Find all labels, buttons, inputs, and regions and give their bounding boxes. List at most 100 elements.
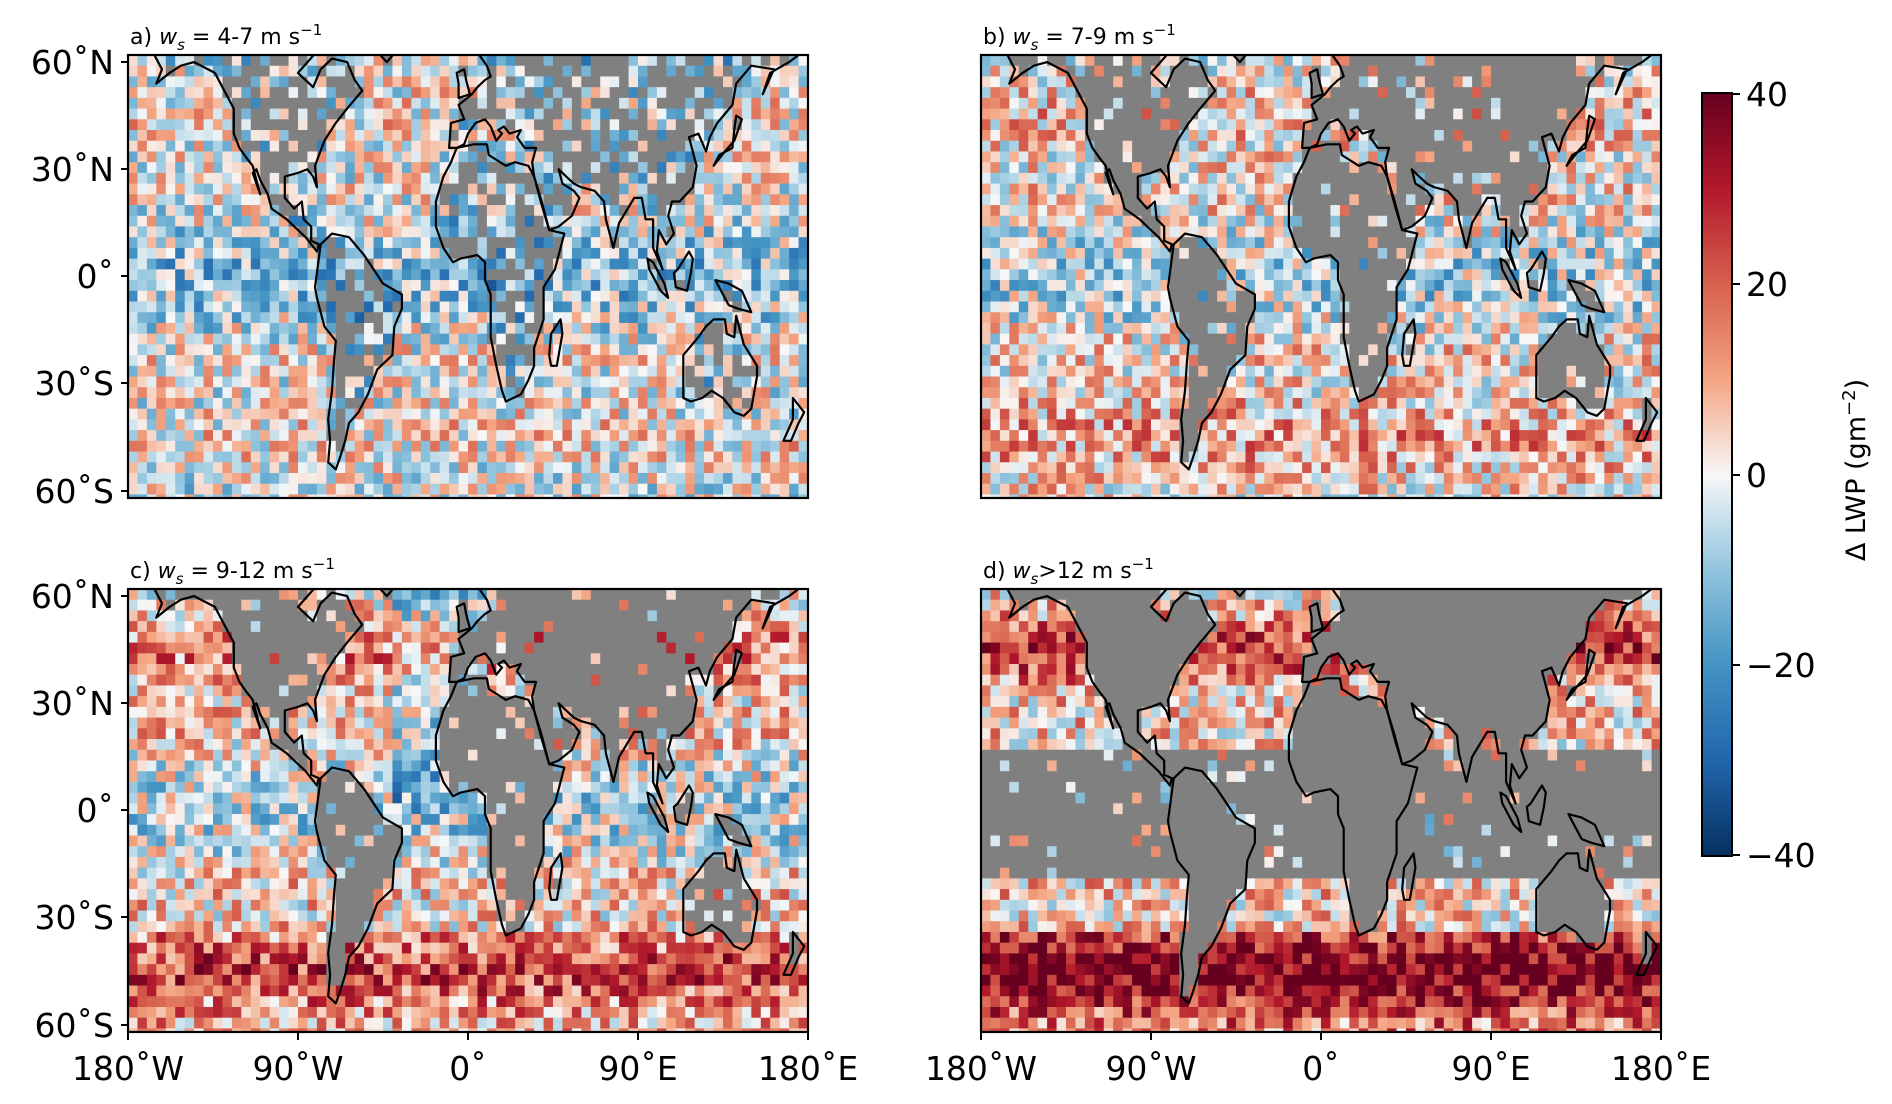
- heatmap-cell: [1368, 205, 1379, 217]
- heatmap-cell: [203, 108, 214, 120]
- heatmap-cell: [1283, 65, 1294, 78]
- heatmap-cell: [1424, 162, 1435, 174]
- heatmap-cell: [354, 322, 365, 335]
- heatmap-cell: [1443, 269, 1454, 281]
- heatmap-cell: [213, 130, 224, 142]
- heatmap-cell: [798, 387, 808, 399]
- heatmap-cell: [685, 397, 696, 410]
- heatmap-cell: [345, 483, 356, 496]
- heatmap-cell: [1103, 322, 1114, 335]
- heatmap-cell: [600, 365, 611, 378]
- heatmap-cell: [543, 119, 554, 131]
- heatmap-cell: [213, 194, 224, 206]
- heatmap-cell: [1472, 237, 1483, 249]
- heatmap-cell: [1396, 130, 1407, 142]
- heatmap-cell: [1547, 280, 1558, 292]
- heatmap-cell: [439, 430, 450, 442]
- heatmap-cell: [1122, 194, 1133, 206]
- heatmap-cell: [723, 55, 734, 67]
- heatmap-cell: [1018, 130, 1029, 142]
- heatmap-cell: [354, 280, 365, 292]
- heatmap-cell: [392, 451, 403, 463]
- heatmap-cell: [1519, 151, 1530, 163]
- heatmap-cell: [411, 119, 422, 131]
- heatmap-cell: [279, 387, 290, 399]
- heatmap-cell: [146, 226, 157, 238]
- heatmap-cell: [505, 269, 516, 281]
- heatmap-cell: [392, 215, 403, 228]
- heatmap-cell: [335, 290, 346, 303]
- heatmap-cell: [751, 355, 762, 367]
- heatmap-cell: [1198, 172, 1209, 185]
- heatmap-cell: [704, 237, 715, 249]
- heatmap-cell: [1566, 247, 1577, 260]
- heatmap-cell: [335, 312, 346, 324]
- heatmap-cell: [1585, 87, 1596, 99]
- heatmap-cell: [250, 76, 261, 88]
- heatmap-cell: [1462, 76, 1473, 88]
- heatmap-cell: [1103, 130, 1114, 142]
- heatmap-cell: [1273, 269, 1284, 281]
- heatmap-cell: [981, 65, 992, 78]
- heatmap-cell: [1009, 269, 1020, 281]
- heatmap-cell: [241, 280, 252, 292]
- heatmap-cell: [534, 408, 545, 421]
- heatmap-cell: [571, 387, 582, 399]
- heatmap-cell: [798, 151, 808, 163]
- heatmap-cell: [1066, 280, 1077, 292]
- heatmap-cell: [685, 172, 696, 185]
- heatmap-cell: [241, 301, 252, 313]
- heatmap-cell: [1160, 119, 1171, 131]
- heatmap-cell: [628, 76, 639, 88]
- heatmap-cell: [1122, 172, 1133, 185]
- heatmap-cell: [1075, 312, 1086, 324]
- heatmap-cell: [1566, 258, 1577, 270]
- heatmap-cell: [770, 430, 781, 442]
- heatmap-cell: [213, 76, 224, 88]
- heatmap-cell: [1330, 237, 1341, 249]
- heatmap-cell: [619, 494, 630, 498]
- heatmap-cell: [477, 419, 488, 431]
- heatmap-cell: [373, 290, 384, 303]
- heatmap-cell: [269, 387, 280, 399]
- heatmap-cell: [156, 430, 167, 442]
- heatmap-cell: [165, 205, 176, 217]
- heatmap-cell: [656, 376, 667, 388]
- heatmap-cell: [373, 333, 384, 345]
- heatmap-cell: [798, 183, 808, 195]
- heatmap-cell: [600, 462, 611, 474]
- heatmap-cell: [1254, 119, 1265, 131]
- heatmap-cell: [741, 494, 752, 498]
- heatmap-cell: [1311, 97, 1322, 110]
- heatmap-cell: [553, 290, 564, 303]
- heatmap-cell: [364, 162, 375, 174]
- heatmap-cell: [1434, 301, 1445, 313]
- heatmap-cell: [137, 376, 148, 388]
- heatmap-cell: [751, 205, 762, 217]
- heatmap-cell: [1311, 301, 1322, 313]
- heatmap-cell: [486, 440, 497, 453]
- heatmap-cell: [1113, 140, 1124, 153]
- heatmap-cell: [694, 419, 705, 431]
- coastline-eurasia: [448, 55, 801, 271]
- heatmap-cell: [732, 140, 743, 153]
- heatmap-cell: [213, 430, 224, 442]
- heatmap-cell: [1604, 205, 1615, 217]
- heatmap-cell: [638, 472, 649, 485]
- heatmap-cell: [505, 280, 516, 292]
- heatmap-cell: [553, 344, 564, 356]
- heatmap-cell: [1188, 151, 1199, 163]
- heatmap-cell: [222, 365, 233, 378]
- heatmap-cell: [1151, 130, 1162, 142]
- heatmap-cell: [770, 269, 781, 281]
- heatmap-cell: [1075, 97, 1086, 110]
- heatmap-cell: [741, 140, 752, 153]
- heatmap-cell: [496, 258, 507, 270]
- heatmap-cell: [430, 397, 441, 410]
- heatmap-cell: [1406, 151, 1417, 163]
- heatmap-cell: [1283, 247, 1294, 260]
- heatmap-cell: [1245, 215, 1256, 228]
- heatmap-cell: [1160, 76, 1171, 88]
- heatmap-cell: [175, 462, 186, 474]
- heatmap-cell: [1528, 65, 1539, 78]
